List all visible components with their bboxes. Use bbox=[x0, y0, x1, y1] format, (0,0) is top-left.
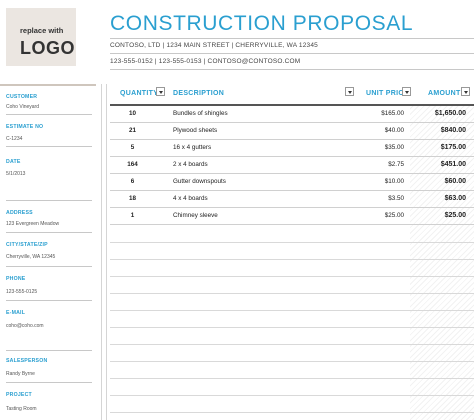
unit-price-cell[interactable]: $10.00 bbox=[384, 178, 404, 185]
empty-row-line bbox=[110, 344, 474, 345]
unit-price-cell[interactable]: $25.00 bbox=[384, 212, 404, 219]
amount-filter-dropdown[interactable] bbox=[461, 87, 470, 96]
amount-cell[interactable]: $25.00 bbox=[444, 212, 466, 219]
description-cell[interactable]: 4 x 4 boards bbox=[173, 195, 208, 202]
email-value[interactable]: coho@coho.com bbox=[6, 323, 44, 329]
project-value[interactable]: Tasting Room bbox=[6, 406, 37, 412]
company-contact-line[interactable]: 123-555-0152 | 123-555-0153 | CONTOSO@CO… bbox=[110, 58, 301, 65]
sidebar-separator bbox=[101, 84, 102, 420]
company-address-line[interactable]: CONTOSO, LTD | 1234 MAIN STREET | CHERRY… bbox=[110, 42, 318, 49]
amount-cell[interactable]: $63.00 bbox=[444, 195, 466, 202]
sidebar-divider bbox=[6, 300, 92, 301]
sidebar-divider bbox=[6, 232, 92, 233]
sidebar-divider bbox=[6, 266, 92, 267]
unit-price-cell[interactable]: $2.75 bbox=[388, 161, 404, 168]
unit-price-cell[interactable]: $40.00 bbox=[384, 127, 404, 134]
table-row[interactable]: 10 Bundles of shingles $165.00 $1,650.00 bbox=[110, 106, 474, 123]
quantity-cell[interactable]: 10 bbox=[128, 110, 136, 117]
customer-label: CUSTOMER bbox=[6, 94, 38, 100]
unit-price-cell[interactable]: $165.00 bbox=[381, 110, 404, 117]
empty-row-line bbox=[110, 412, 474, 413]
description-cell[interactable]: Bundles of shingles bbox=[173, 110, 228, 117]
estimate-number-label: ESTIMATE NO bbox=[6, 124, 44, 130]
quantity-filter-dropdown[interactable] bbox=[156, 87, 165, 96]
city-state-zip-label: CITY/STATE/ZIP bbox=[6, 242, 48, 248]
sidebar-divider bbox=[6, 350, 92, 351]
estimate-number-value[interactable]: C-1234 bbox=[6, 136, 23, 142]
logo-caption: replace with bbox=[20, 26, 64, 35]
amount-cell[interactable]: $451.00 bbox=[440, 161, 466, 168]
phone-value[interactable]: 123-555-0125 bbox=[6, 289, 38, 295]
unit-price-header: UNIT PRIC bbox=[366, 90, 404, 97]
empty-row-line bbox=[110, 378, 474, 379]
quantity-cell[interactable]: 5 bbox=[130, 144, 135, 151]
page-title[interactable]: CONSTRUCTION PROPOSAL bbox=[110, 12, 414, 35]
email-label: E-MAIL bbox=[6, 310, 26, 316]
address-label: ADDRESS bbox=[6, 210, 33, 216]
empty-row-line bbox=[110, 361, 474, 362]
salesperson-value[interactable]: Randy Byrne bbox=[6, 371, 35, 377]
quantity-header: QUANTITY bbox=[120, 90, 159, 97]
sidebar-divider bbox=[6, 114, 92, 115]
address-value[interactable]: 123 Evergreen Meadow bbox=[6, 221, 60, 227]
quantity-cell[interactable]: 18 bbox=[128, 195, 136, 202]
description-cell[interactable]: Plywood sheets bbox=[173, 127, 218, 134]
unit-price-cell[interactable]: $35.00 bbox=[384, 144, 404, 151]
table-row[interactable]: 18 4 x 4 boards $3.50 $63.00 bbox=[110, 191, 474, 208]
amount-cell[interactable]: $840.00 bbox=[440, 127, 466, 134]
empty-row-line bbox=[110, 327, 474, 328]
date-label: DATE bbox=[6, 159, 21, 165]
amount-header: AMOUNT bbox=[428, 90, 461, 97]
sidebar-divider bbox=[6, 382, 92, 383]
amount-cell[interactable]: $175.00 bbox=[440, 144, 466, 151]
address-divider bbox=[110, 53, 474, 54]
title-divider bbox=[110, 38, 474, 39]
table-row[interactable]: 164 2 x 4 boards $2.75 $451.00 bbox=[110, 157, 474, 174]
quantity-cell[interactable]: 164 bbox=[127, 161, 138, 168]
unit-price-filter-dropdown[interactable] bbox=[402, 87, 411, 96]
empty-row-line bbox=[110, 242, 474, 243]
phone-label: PHONE bbox=[6, 276, 26, 282]
sidebar-divider bbox=[6, 146, 92, 147]
description-cell[interactable]: 16 x 4 gutters bbox=[173, 144, 212, 151]
logo-text: LOGO bbox=[20, 38, 75, 58]
contact-divider bbox=[110, 69, 474, 70]
quantity-cell[interactable]: 6 bbox=[130, 178, 135, 185]
description-filter-dropdown[interactable] bbox=[345, 87, 354, 96]
unit-price-cell[interactable]: $3.50 bbox=[388, 195, 404, 202]
project-label: PROJECT bbox=[6, 392, 32, 398]
logo-placeholder[interactable]: replace with LOGO bbox=[6, 8, 76, 66]
table-row[interactable]: 21 Plywood sheets $40.00 $840.00 bbox=[110, 123, 474, 140]
table-row[interactable]: 6 Gutter downspouts $10.00 $60.00 bbox=[110, 174, 474, 191]
customer-info-sidebar: CUSTOMER Coho Vineyard ESTIMATE NO C-123… bbox=[0, 84, 96, 420]
empty-row-line bbox=[110, 395, 474, 396]
description-cell[interactable]: Gutter downspouts bbox=[173, 178, 226, 185]
customer-value[interactable]: Coho Vineyard bbox=[6, 104, 39, 110]
amount-cell[interactable]: $1,650.00 bbox=[434, 110, 466, 117]
table-row[interactable]: 1 Chimney sleeve $25.00 $25.00 bbox=[110, 208, 474, 225]
empty-row-line bbox=[110, 310, 474, 311]
quantity-cell[interactable]: 21 bbox=[128, 127, 136, 134]
salesperson-label: SALESPERSON bbox=[6, 358, 48, 364]
table-header-row: QUANTITY DESCRIPTION UNIT PRIC AMOUNT bbox=[110, 84, 474, 106]
date-value[interactable]: 5/1/2013 bbox=[6, 171, 26, 177]
amount-cell[interactable]: $60.00 bbox=[444, 178, 466, 185]
table-left-border bbox=[106, 84, 107, 420]
sidebar-top-rule bbox=[0, 84, 96, 86]
empty-row-line bbox=[110, 259, 474, 260]
quantity-cell[interactable]: 1 bbox=[130, 212, 135, 219]
empty-row-line bbox=[110, 293, 474, 294]
city-state-zip-value[interactable]: Cherryville, WA 12345 bbox=[6, 254, 56, 260]
table-row[interactable]: 5 16 x 4 gutters $35.00 $175.00 bbox=[110, 140, 474, 157]
sidebar-divider bbox=[6, 200, 92, 201]
description-header: DESCRIPTION bbox=[173, 90, 225, 97]
description-cell[interactable]: Chimney sleeve bbox=[173, 212, 218, 219]
description-cell[interactable]: 2 x 4 boards bbox=[173, 161, 208, 168]
empty-row-line bbox=[110, 276, 474, 277]
